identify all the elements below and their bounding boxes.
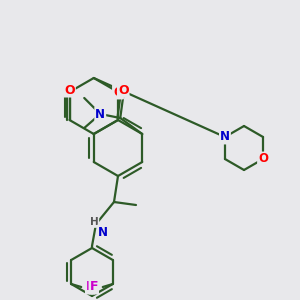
Text: F: F	[89, 280, 98, 293]
Text: F: F	[86, 280, 94, 293]
Text: N: N	[98, 226, 108, 238]
Text: O: O	[118, 83, 129, 97]
Text: O: O	[64, 83, 75, 97]
Text: O: O	[258, 152, 268, 166]
Text: N: N	[220, 130, 230, 143]
Text: O: O	[113, 85, 123, 98]
Text: N: N	[95, 107, 105, 121]
Text: H: H	[90, 217, 98, 227]
